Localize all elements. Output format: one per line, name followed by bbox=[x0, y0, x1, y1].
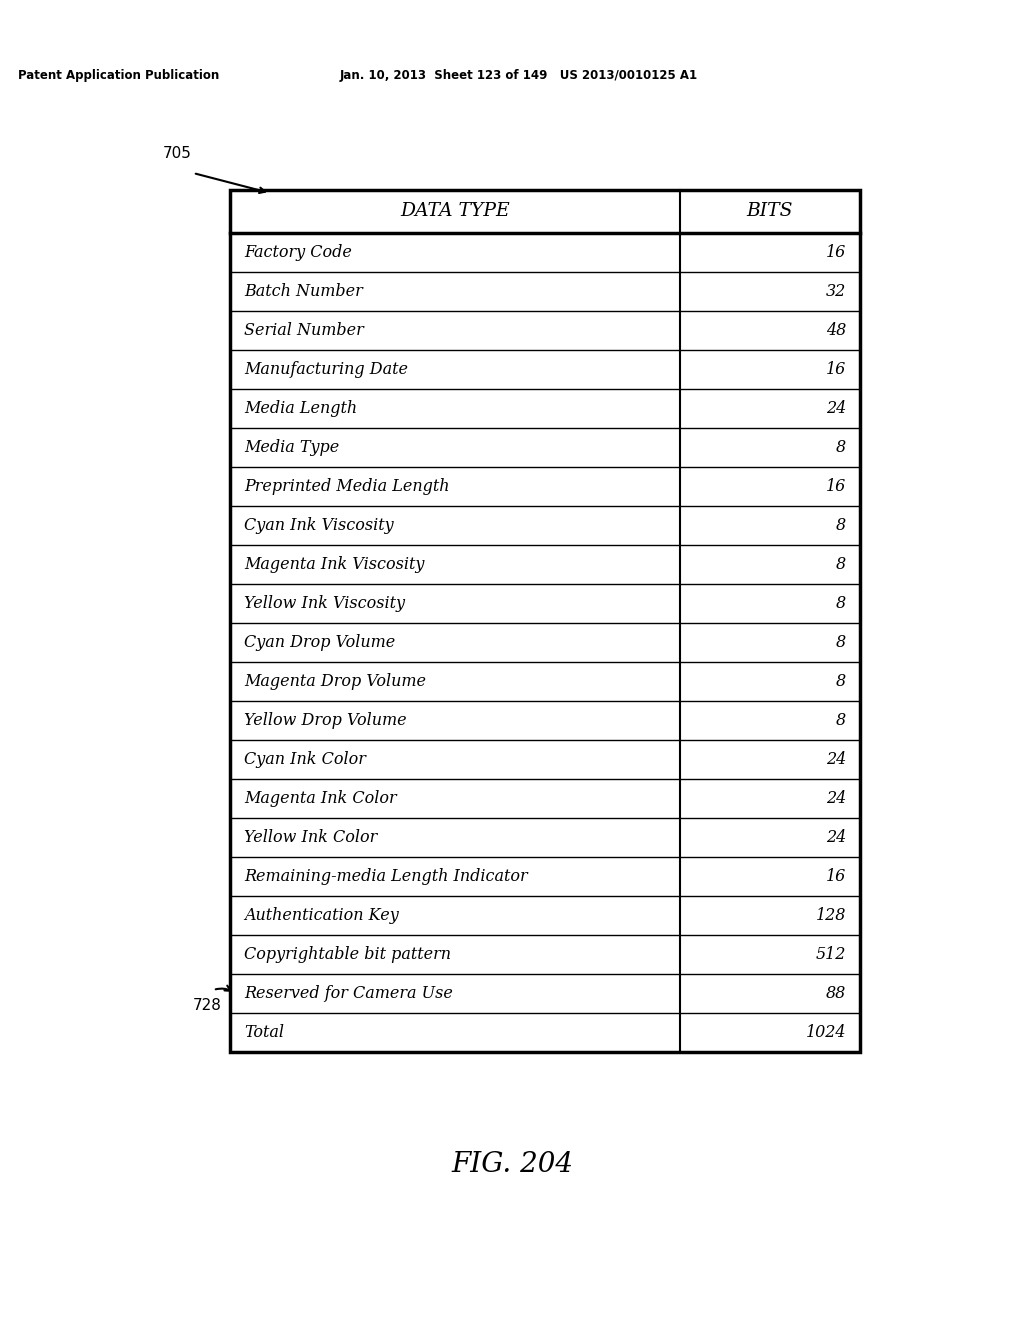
Text: 8: 8 bbox=[836, 595, 846, 612]
Text: 16: 16 bbox=[825, 244, 846, 261]
Text: Magenta Ink Viscosity: Magenta Ink Viscosity bbox=[244, 556, 424, 573]
Text: Yellow Ink Viscosity: Yellow Ink Viscosity bbox=[244, 595, 406, 612]
Text: BITS: BITS bbox=[746, 202, 794, 220]
Text: 128: 128 bbox=[816, 907, 846, 924]
Text: 24: 24 bbox=[825, 751, 846, 768]
Text: Cyan Drop Volume: Cyan Drop Volume bbox=[244, 634, 395, 651]
Text: Authentication Key: Authentication Key bbox=[244, 907, 398, 924]
Text: Remaining-media Length Indicator: Remaining-media Length Indicator bbox=[244, 869, 527, 884]
Text: DATA TYPE: DATA TYPE bbox=[400, 202, 510, 220]
Text: Magenta Drop Volume: Magenta Drop Volume bbox=[244, 673, 426, 690]
Text: Cyan Ink Color: Cyan Ink Color bbox=[244, 751, 366, 768]
Text: Magenta Ink Color: Magenta Ink Color bbox=[244, 789, 396, 807]
Text: 8: 8 bbox=[836, 634, 846, 651]
Text: 16: 16 bbox=[825, 478, 846, 495]
Text: Jan. 10, 2013  Sheet 123 of 149   US 2013/0010125 A1: Jan. 10, 2013 Sheet 123 of 149 US 2013/0… bbox=[340, 69, 698, 82]
Text: 8: 8 bbox=[836, 556, 846, 573]
Text: 16: 16 bbox=[825, 869, 846, 884]
Text: Reserved for Camera Use: Reserved for Camera Use bbox=[244, 985, 453, 1002]
Text: Preprinted Media Length: Preprinted Media Length bbox=[244, 478, 450, 495]
Text: 24: 24 bbox=[825, 400, 846, 417]
Text: 32: 32 bbox=[825, 282, 846, 300]
Text: Batch Number: Batch Number bbox=[244, 282, 362, 300]
Text: Yellow Drop Volume: Yellow Drop Volume bbox=[244, 711, 407, 729]
Text: Serial Number: Serial Number bbox=[244, 322, 364, 339]
Text: Cyan Ink Viscosity: Cyan Ink Viscosity bbox=[244, 517, 393, 535]
Text: Yellow Ink Color: Yellow Ink Color bbox=[244, 829, 377, 846]
Text: 8: 8 bbox=[836, 711, 846, 729]
Text: 512: 512 bbox=[816, 946, 846, 964]
Text: Media Length: Media Length bbox=[244, 400, 357, 417]
Text: 8: 8 bbox=[836, 517, 846, 535]
Text: 24: 24 bbox=[825, 829, 846, 846]
Text: 8: 8 bbox=[836, 673, 846, 690]
Text: Total: Total bbox=[244, 1024, 284, 1041]
Text: 48: 48 bbox=[825, 322, 846, 339]
Text: Manufacturing Date: Manufacturing Date bbox=[244, 360, 408, 378]
Bar bbox=[230, 190, 860, 1052]
Text: 24: 24 bbox=[825, 789, 846, 807]
Text: FIG. 204: FIG. 204 bbox=[451, 1151, 573, 1179]
Text: Media Type: Media Type bbox=[244, 440, 339, 455]
Text: 728: 728 bbox=[193, 998, 222, 1012]
Text: Copyrightable bit pattern: Copyrightable bit pattern bbox=[244, 946, 451, 964]
Text: 1024: 1024 bbox=[806, 1024, 846, 1041]
Text: 16: 16 bbox=[825, 360, 846, 378]
Text: 88: 88 bbox=[825, 985, 846, 1002]
Text: Factory Code: Factory Code bbox=[244, 244, 352, 261]
Text: 705: 705 bbox=[163, 145, 191, 161]
Text: Patent Application Publication: Patent Application Publication bbox=[18, 69, 219, 82]
Text: 8: 8 bbox=[836, 440, 846, 455]
